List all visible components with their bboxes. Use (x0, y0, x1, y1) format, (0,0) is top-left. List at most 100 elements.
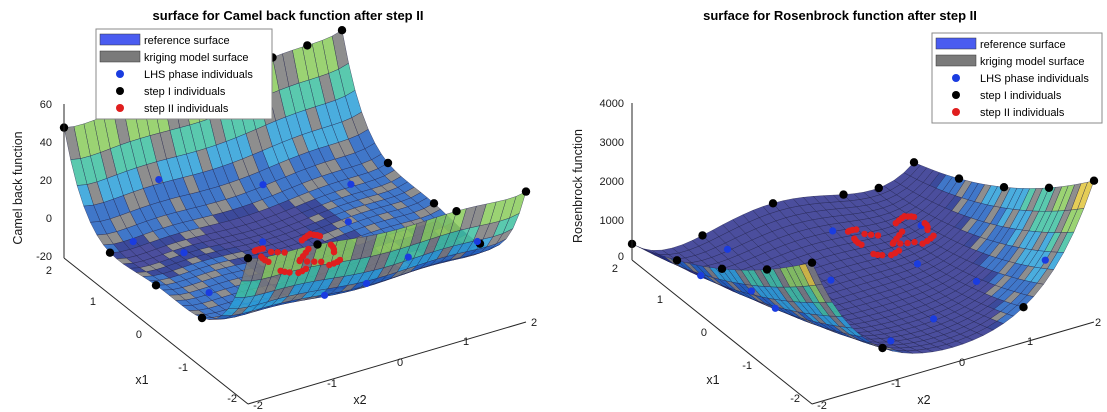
x1-tick-label: -1 (742, 360, 752, 372)
step2-marker (116, 104, 124, 112)
lhs-point (155, 176, 163, 184)
legend-entry: LHS phase individuals (144, 69, 253, 81)
x1-tick-label: -2 (790, 393, 800, 405)
surface-patch (241, 258, 259, 282)
lhs-point (129, 238, 137, 246)
kriging-surface-swatch (935, 54, 977, 67)
step2-point (919, 240, 926, 247)
z-tick-label: 1000 (600, 215, 624, 227)
z-tick-label: 0 (46, 213, 52, 225)
rosenbrock-panel: surface for Rosenbrock function after st… (571, 8, 1103, 412)
step2-point (858, 241, 865, 248)
step2-point (911, 238, 918, 246)
step1-point (243, 254, 253, 263)
z-tick-label: 40 (40, 137, 52, 149)
x1-axis-ticks: 2 1 0 -1 -2 (612, 263, 800, 405)
x2-tick-label: 1 (1027, 336, 1033, 348)
step1-point (698, 231, 707, 240)
step1-point (878, 343, 887, 353)
legend-entry: reference surface (144, 35, 230, 47)
lhs-point (930, 315, 938, 323)
step1-point (768, 199, 778, 208)
lhs-point (259, 238, 267, 246)
x1-axis-line (631, 259, 813, 405)
step2-point (303, 258, 311, 265)
step2-point (307, 230, 314, 238)
step1-point (999, 183, 1009, 192)
step2-point (844, 228, 852, 235)
step2-point (330, 248, 338, 256)
lhs-point (347, 180, 355, 188)
lhs-point (473, 237, 481, 246)
axes (63, 104, 527, 405)
x1-tick-label: 1 (657, 294, 663, 306)
chart-title: surface for Camel back function after st… (153, 8, 424, 23)
step2-point (895, 247, 903, 254)
x2-axis-label: x2 (917, 393, 930, 407)
step1-point (383, 158, 393, 168)
step1-point (521, 187, 531, 196)
step2-point (286, 269, 293, 276)
step2-point (867, 231, 875, 238)
x2-tick-label: 0 (397, 357, 403, 369)
legend-entry: step II individuals (980, 107, 1065, 119)
x2-axis-label: x2 (353, 393, 366, 407)
x1-axis-label: x1 (706, 373, 719, 387)
step2-point (311, 258, 318, 265)
x2-axis-ticks: -2 -1 0 1 2 (253, 317, 537, 412)
step1-point (303, 41, 312, 50)
lhs-point (829, 227, 837, 235)
x2-tick-label: 0 (959, 357, 965, 369)
z-tick-label: 20 (40, 175, 52, 187)
reference-surface-swatch (935, 37, 977, 50)
step1-marker (952, 91, 960, 99)
x1-axis-ticks: 2 1 0 -1 -2 (46, 265, 237, 405)
x2-tick-label: -2 (253, 400, 263, 412)
step1-point (337, 26, 347, 35)
step2-point (910, 213, 918, 221)
step2-point (281, 268, 288, 275)
step2-point (318, 258, 325, 265)
z-tick-label: 3000 (600, 137, 624, 149)
step1-point (197, 313, 207, 323)
x1-tick-label: 0 (701, 327, 707, 339)
chart-title: surface for Rosenbrock function after st… (703, 8, 977, 23)
x2-tick-label: -1 (327, 378, 337, 390)
lhs-point (887, 337, 895, 345)
lhs-point (259, 181, 267, 189)
z-tick-label: 60 (40, 99, 52, 111)
step1-point (762, 265, 772, 274)
step2-point (251, 247, 258, 255)
surface-patch (805, 262, 823, 286)
kriging-surface-swatch (99, 50, 141, 63)
reference-surface-swatch (99, 33, 141, 46)
z-axis-ticks: 60 40 20 0 -20 (36, 99, 52, 263)
step2-point (874, 232, 882, 239)
step1-point (1019, 303, 1028, 312)
step2-point (924, 226, 931, 234)
step1-point (452, 207, 461, 216)
lhs-point (827, 276, 835, 284)
step2-point (281, 249, 288, 256)
lhs-point (404, 253, 412, 261)
step2-point (302, 265, 310, 272)
lhs-point (913, 260, 922, 268)
step1-point (1044, 183, 1054, 192)
step2-point (316, 232, 324, 240)
lhs-point (362, 279, 371, 288)
step1-point (909, 158, 919, 167)
step2-point (889, 240, 897, 247)
step1-point (807, 258, 817, 267)
step1-point (151, 281, 161, 290)
z-axis-label: Camel back function (11, 131, 25, 244)
lhs-point (771, 304, 779, 312)
step1-point (672, 256, 682, 265)
step2-point (904, 239, 911, 247)
x1-tick-label: 2 (46, 265, 52, 277)
step1-point (874, 183, 883, 193)
lhs-point (1041, 256, 1049, 264)
legend-entry: LHS phase individuals (980, 73, 1089, 85)
z-tick-label: 4000 (600, 98, 624, 110)
step1-point (429, 199, 439, 208)
legend: reference surface kriging model surface … (95, 28, 273, 120)
